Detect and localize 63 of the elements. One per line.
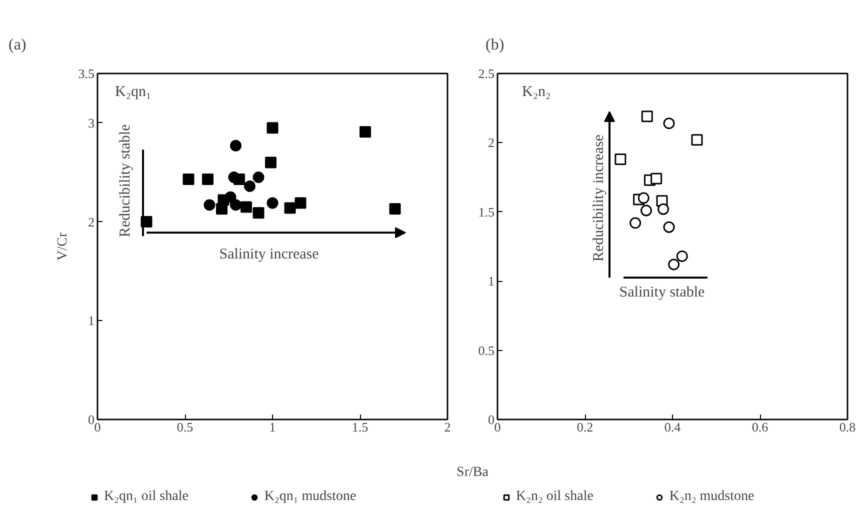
- point: [650, 172, 662, 184]
- point: [204, 199, 216, 211]
- point: [294, 197, 306, 209]
- point: [663, 221, 675, 233]
- point: [614, 154, 626, 166]
- point: [668, 258, 680, 270]
- annotation: Salinity increase: [219, 246, 320, 262]
- x-tick-label: 0.5: [176, 420, 194, 434]
- point: [663, 118, 675, 130]
- x-axis-title: Sr/Ba: [456, 465, 490, 480]
- annotation: Reducibility stable: [118, 124, 134, 238]
- y-tick-label: 2: [88, 214, 94, 230]
- point: [641, 110, 653, 122]
- point: [284, 202, 296, 214]
- point: [140, 216, 152, 228]
- chart-title: (a): [8, 36, 26, 54]
- x-tick-label: 0.4: [664, 420, 682, 434]
- legend-label: K₂n₂ oil shale: [516, 489, 594, 505]
- point: [252, 172, 264, 184]
- y-axis-title: V/Cr: [55, 232, 70, 260]
- annotation: K₂qn₁: [115, 84, 152, 100]
- annotation: Reducibility increase: [591, 134, 607, 262]
- y-tick-label: 1.5: [478, 204, 494, 220]
- y-tick-label: 2.5: [478, 66, 494, 81]
- annotation: Salinity stable: [619, 284, 706, 301]
- legend-label: K₂n₂ mudstone: [669, 489, 754, 505]
- point: [252, 207, 264, 219]
- point: [230, 140, 242, 152]
- point: [266, 122, 278, 134]
- point: [638, 192, 650, 204]
- point: [182, 174, 194, 186]
- y-tick-label: 1: [88, 313, 94, 328]
- point: [630, 217, 642, 229]
- point: [266, 197, 278, 209]
- y-tick-label: 0.5: [478, 342, 494, 358]
- x-tick-label: 0.2: [576, 420, 594, 434]
- point: [676, 250, 688, 262]
- point: [691, 134, 703, 146]
- legend-label: K₂qn₁ oil shale: [104, 489, 188, 505]
- y-tick-label: 3.5: [78, 66, 94, 81]
- x-tick-label: 0.8: [839, 420, 856, 434]
- point: [360, 126, 371, 138]
- chart-title: (b): [486, 36, 504, 54]
- x-tick-label: 1: [269, 420, 276, 434]
- point: [230, 199, 242, 211]
- point: [216, 203, 228, 215]
- point: [389, 203, 401, 215]
- y-tick-label: 2: [488, 135, 494, 150]
- point: [244, 180, 256, 192]
- x-tick-label: 1.5: [352, 420, 368, 434]
- point: [228, 172, 240, 184]
- y-tick-label: 3: [88, 115, 94, 130]
- y-tick-label: 1: [488, 274, 494, 289]
- point: [265, 156, 276, 168]
- point: [658, 203, 670, 215]
- point: [202, 174, 214, 186]
- point: [640, 204, 652, 216]
- legend-label: K₂qn₁ mudstone: [264, 489, 356, 505]
- annotation: K₂n₂: [522, 84, 551, 100]
- point: [240, 201, 252, 213]
- point: [224, 191, 236, 203]
- x-tick-label: 0.6: [752, 420, 769, 434]
- x-tick-label: 2: [444, 420, 451, 434]
